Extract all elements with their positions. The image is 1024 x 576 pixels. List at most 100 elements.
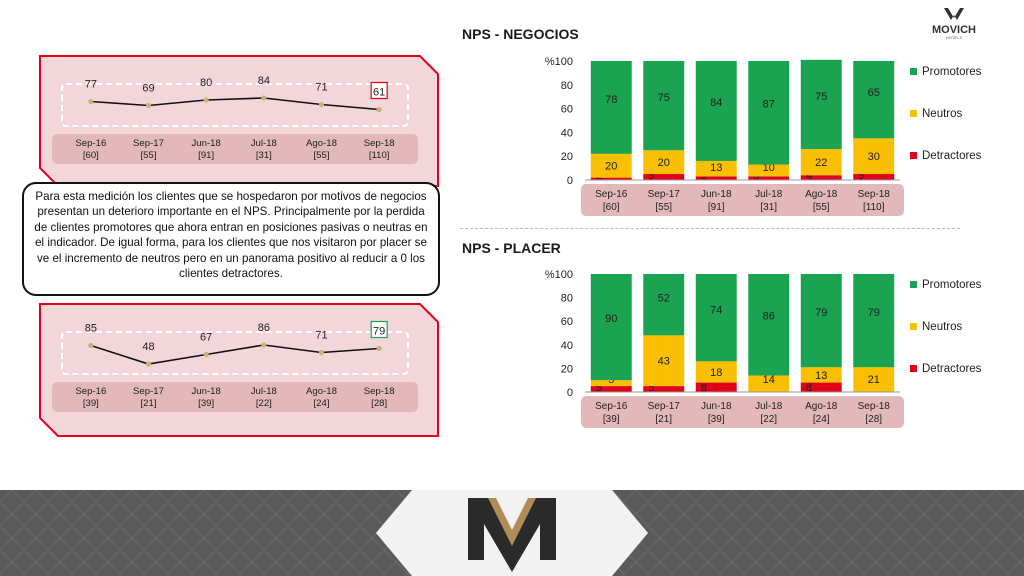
placer-line-plot-frame bbox=[61, 331, 409, 375]
negocios-line-point bbox=[203, 97, 209, 103]
negocios-line-axis-band bbox=[52, 134, 418, 164]
footer-logo-icon bbox=[468, 498, 556, 572]
negocios-bar-data-label: 20 bbox=[658, 157, 670, 169]
placer-bar-y-tick: 0 bbox=[567, 387, 573, 399]
negocios-bar-bar-detractores bbox=[853, 174, 895, 180]
negocios-bar-bar-promotores bbox=[748, 61, 790, 165]
placer-bar-bar-detractores bbox=[800, 382, 842, 392]
negocios-bar-data-label: 75 bbox=[815, 91, 827, 103]
placer-line-data-label: 86 bbox=[258, 322, 270, 334]
footer-band bbox=[0, 490, 1024, 576]
placer-bar-bar-detractores bbox=[643, 386, 685, 392]
negocios-line-data-label: 84 bbox=[258, 75, 270, 87]
placer-line-category-label: Jul-18 bbox=[251, 386, 277, 397]
negocios-bar-bar-promotores bbox=[590, 61, 632, 154]
placer-bar-bar-neutros bbox=[590, 380, 632, 387]
placer-line-data-label: 67 bbox=[200, 332, 212, 344]
placer-bar-data-label: 79 bbox=[815, 307, 827, 319]
negocios-bar-category-label: Sep-16 bbox=[595, 189, 628, 200]
placer-bar-legend-swatch bbox=[910, 281, 917, 288]
negocios-bar-legend-swatch bbox=[910, 152, 917, 159]
placer-bar-bar-neutros bbox=[853, 367, 895, 392]
placer-line-category-label: Sep-18 bbox=[364, 386, 395, 397]
placer-line-axis-band bbox=[52, 382, 418, 412]
negocios-line-last-value-box bbox=[370, 81, 388, 100]
placer-line-data-label: 85 bbox=[85, 323, 97, 335]
negocios-line-category-label: Jun-18 bbox=[191, 138, 220, 149]
negocios-line-sample-label: [31] bbox=[256, 150, 272, 161]
negocios-bar-data-label: 22 bbox=[815, 157, 827, 169]
negocios-line-data-label: 80 bbox=[200, 77, 212, 89]
negocios-bar-data-label: 30 bbox=[868, 151, 880, 163]
placer-bar-data-label: 5 bbox=[596, 382, 602, 394]
negocios-line-sample-label: [60] bbox=[83, 150, 99, 161]
placer-line-point bbox=[203, 351, 209, 358]
placer-line-sample-label: [22] bbox=[256, 398, 272, 409]
placer-bar-category-label: Jul-18 bbox=[755, 401, 783, 412]
negocios-bar-data-label: 75 bbox=[658, 92, 670, 104]
negocios-line-category-label: Sep-17 bbox=[133, 138, 164, 149]
negocios-bar-sample-label: [31] bbox=[760, 202, 777, 213]
placer-bar-legend-swatch bbox=[910, 323, 917, 330]
negocios-bar-sample-label: [110] bbox=[863, 202, 885, 213]
placer-line-data-label: 79 bbox=[373, 326, 385, 338]
negocios-bar-data-label: 5 bbox=[648, 170, 654, 182]
negocios-line-point bbox=[318, 101, 325, 108]
placer-line-series-line bbox=[90, 344, 380, 365]
negocios-bar-bar-detractores bbox=[590, 177, 632, 180]
negocios-line-plot-frame bbox=[61, 83, 409, 127]
placer-bar-data-label: 74 bbox=[710, 304, 722, 316]
negocios-bar-data-label: 78 bbox=[605, 94, 617, 106]
placer-bar-bar-promotores bbox=[800, 274, 842, 368]
negocios-bar-bar-promotores bbox=[643, 61, 685, 151]
placer-line-sample-label: [39] bbox=[83, 398, 99, 409]
placer-bar-sample-label: [21] bbox=[655, 414, 672, 425]
placer-bar-data-label: 43 bbox=[658, 356, 670, 368]
placer-line-sample-label: [28] bbox=[371, 398, 387, 409]
placer-bar-bar-neutros bbox=[643, 335, 685, 387]
negocios-line-category-label: Sep-16 bbox=[75, 138, 106, 149]
negocios-bar-bar-detractores bbox=[695, 176, 737, 180]
negocios-bar-bar-neutros bbox=[853, 138, 895, 175]
negocios-bar-data-label: 4 bbox=[806, 170, 812, 182]
placer-bar-data-label: 18 bbox=[710, 367, 722, 379]
chart-title-placer: NPS - PLACER bbox=[462, 240, 561, 256]
placer-bar-bar-promotores bbox=[748, 274, 790, 376]
negocios-bar-legend-label: Promotores bbox=[922, 66, 982, 78]
negocios-bar-legend-swatch bbox=[910, 68, 917, 75]
negocios-line-sample-label: [55] bbox=[140, 150, 156, 161]
placer-line-last-value-box bbox=[370, 320, 388, 339]
placer-line-data-label: 71 bbox=[315, 330, 327, 342]
brand-logo: MOVICH HOTELS bbox=[914, 6, 994, 40]
negocios-bar-bar-neutros bbox=[748, 164, 790, 177]
placer-bar-bar-detractores bbox=[695, 382, 737, 392]
negocios-line-category-label: Sep-18 bbox=[364, 138, 395, 149]
negocios-bar-bar-neutros bbox=[800, 149, 842, 176]
placer-bar-legend-label: Neutros bbox=[922, 321, 963, 333]
negocios-line-category-label: Ago-18 bbox=[306, 138, 337, 149]
negocios-bar-legend-swatch bbox=[910, 110, 917, 117]
negocios-bar-axis-band bbox=[581, 184, 904, 216]
negocios-bar-bar-detractores bbox=[748, 176, 790, 180]
placer-bar-y-tick: 20 bbox=[561, 363, 573, 375]
placer-bar-data-label: 90 bbox=[605, 313, 617, 325]
placer-bar-data-label: 21 bbox=[868, 374, 880, 386]
negocios-bar-y-tick: 20 bbox=[561, 151, 573, 163]
brand-sub: HOTELS bbox=[946, 35, 962, 40]
placer-bar-bar-neutros bbox=[695, 361, 737, 383]
negocios-line-point bbox=[376, 106, 382, 113]
placer-bar-bar-promotores bbox=[853, 274, 895, 368]
negocios-bar-sample-label: [55] bbox=[655, 202, 672, 213]
negocios-bar-sample-label: [91] bbox=[708, 202, 725, 213]
negocios-bar-legend-label: Detractores bbox=[922, 150, 982, 162]
placer-bar-bar-promotores bbox=[695, 274, 737, 362]
placer-bar-bar-neutros bbox=[800, 367, 842, 383]
negocios-line-sample-label: [55] bbox=[313, 150, 329, 161]
negocios-line-point bbox=[88, 98, 94, 105]
negocios-bar-bar-promotores bbox=[695, 61, 737, 161]
placer-bar-legend-label: Promotores bbox=[922, 279, 982, 291]
